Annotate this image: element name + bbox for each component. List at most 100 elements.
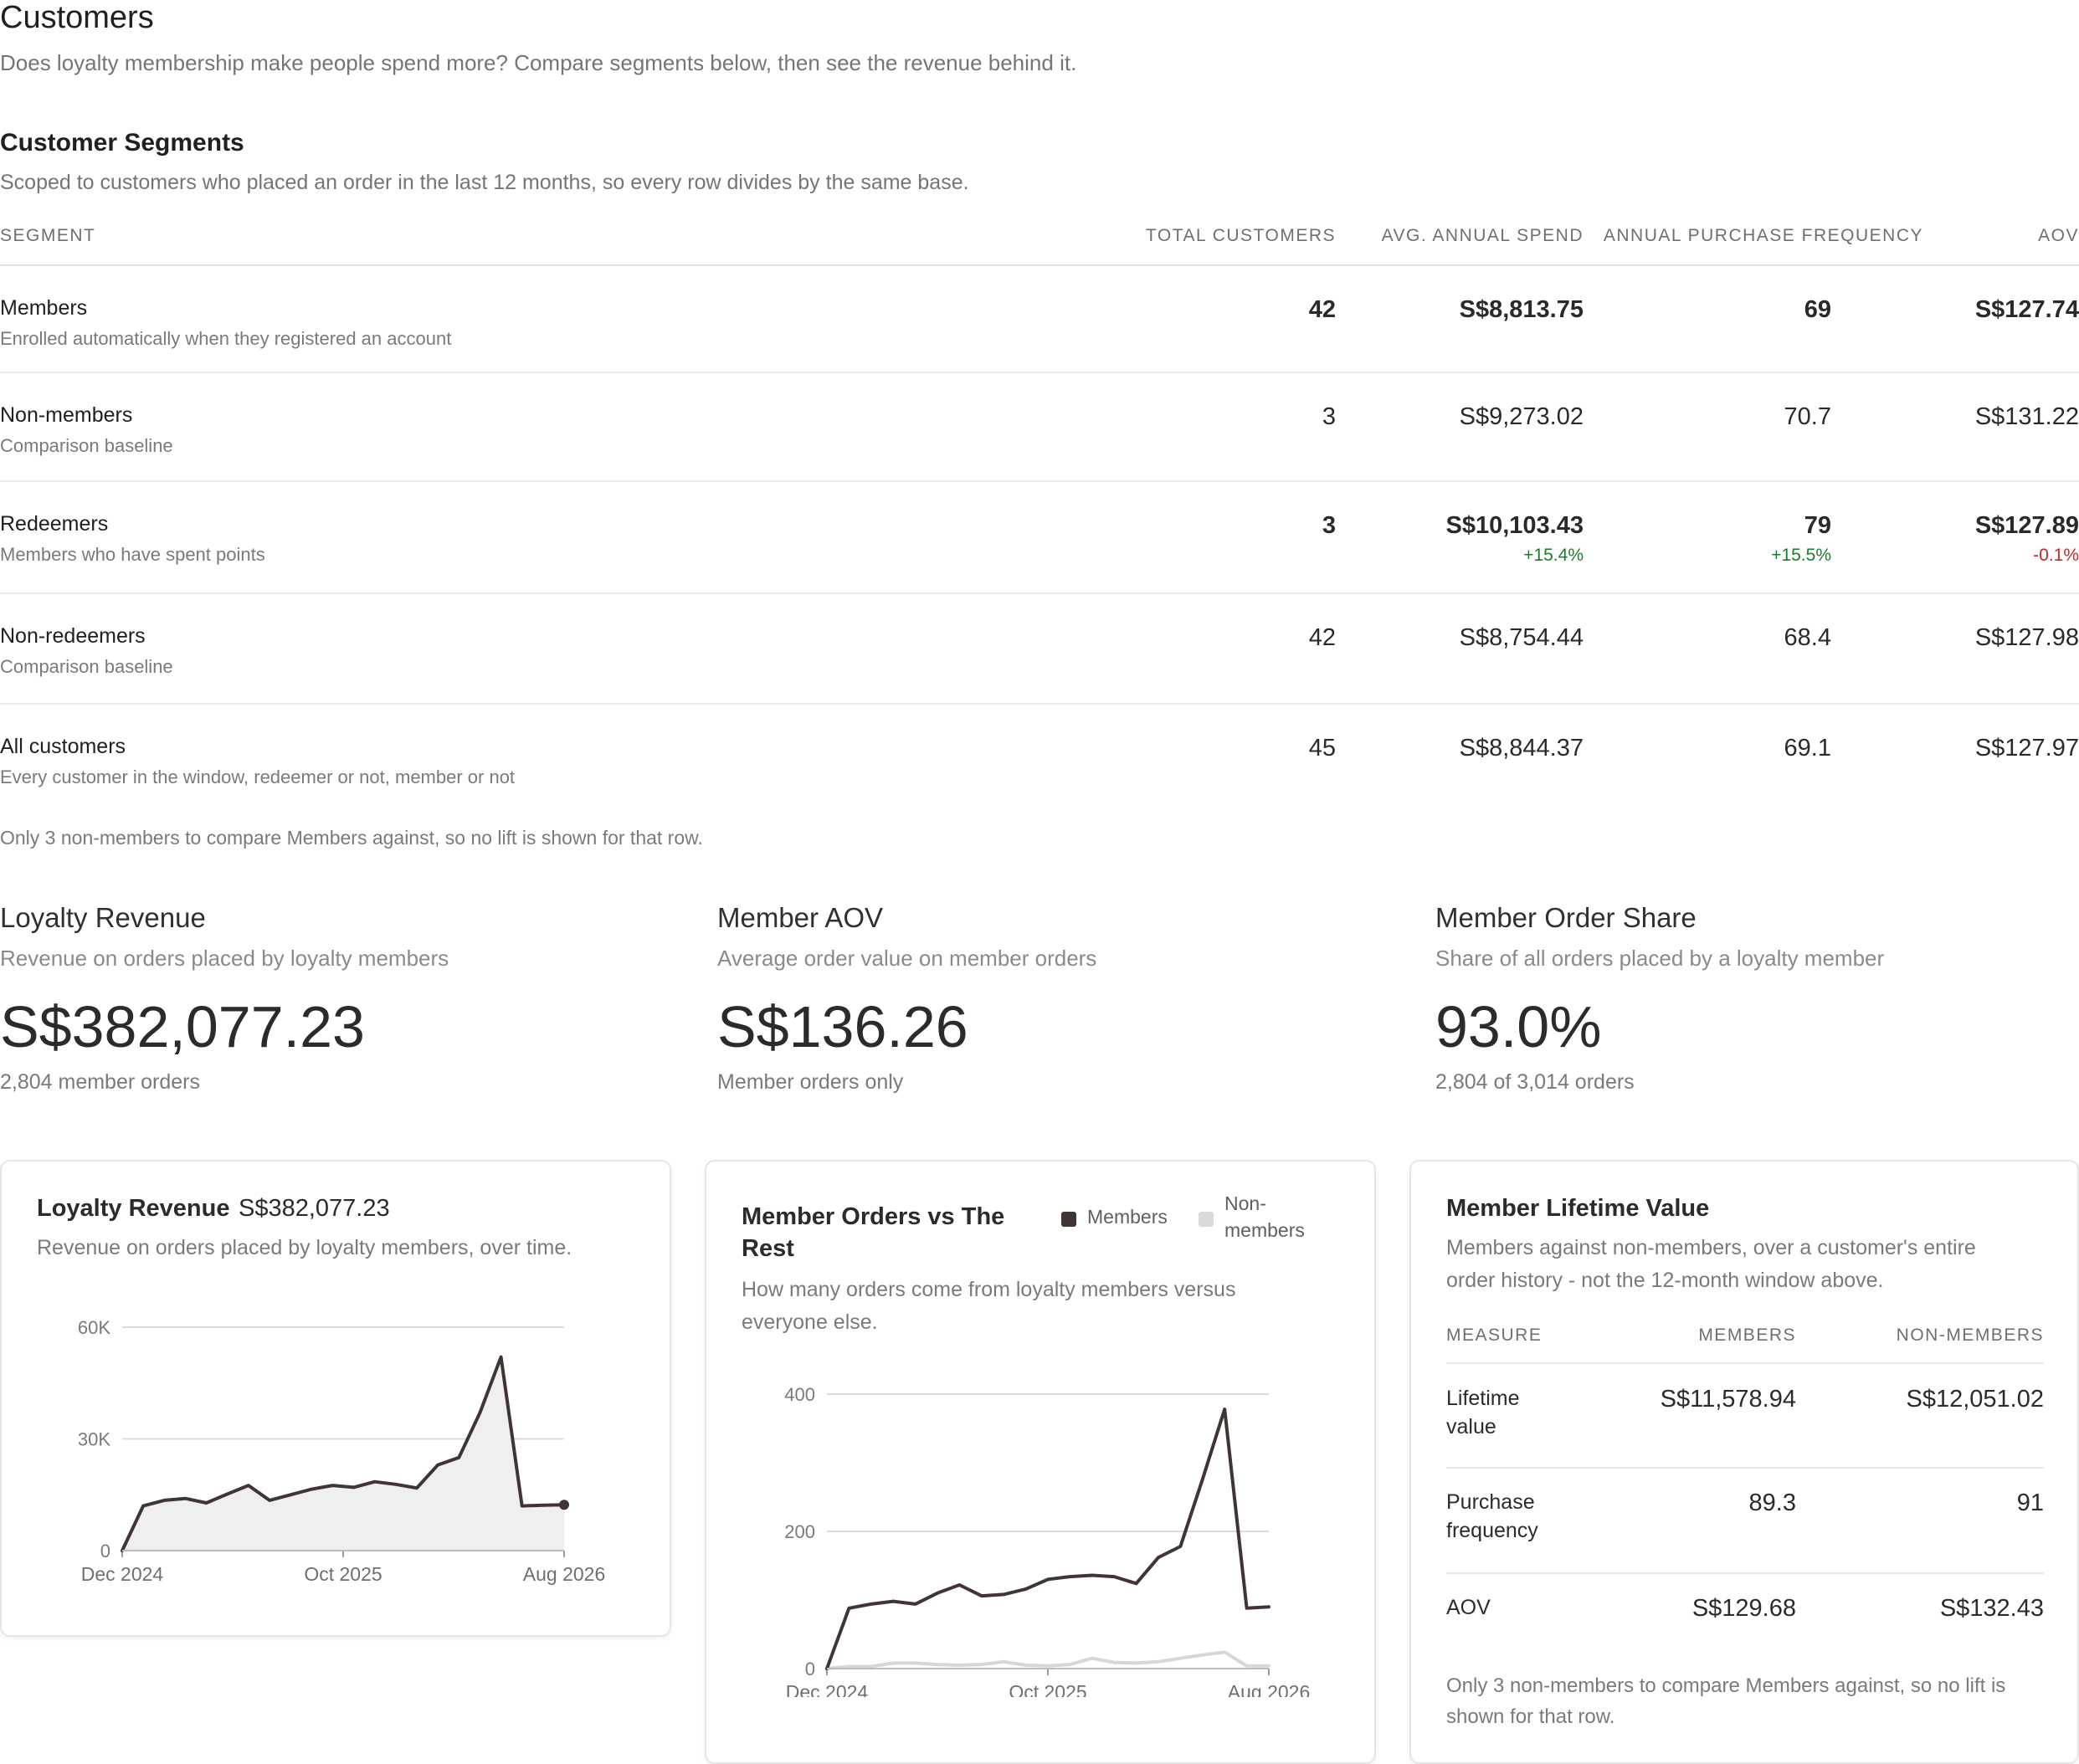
ltv-row-label-line2: frequency (1446, 1519, 1538, 1542)
card-title: Loyalty Revenue (37, 1195, 230, 1222)
column-header-total-customers[interactable]: TOTAL CUSTOMERS (1145, 226, 1336, 245)
ltv-row-divider (1446, 1572, 2044, 1574)
kpi-title: Loyalty Revenue (0, 902, 206, 933)
ltv-note-line1: Only 3 non-members to compare Members ag… (1446, 1674, 2006, 1697)
ltv-row-label-line1: Lifetime (1446, 1387, 1520, 1410)
segment-total-customers: 3 (1322, 512, 1336, 539)
segment-row-all-customers: All customers Every customer in the wind… (0, 705, 2079, 813)
kpi-title: Member Order Share (1435, 902, 1697, 933)
member-orders-card: Member Orders vs The Rest Members Non- m… (705, 1160, 1376, 1764)
kpi-value: S$136.26 (717, 994, 968, 1059)
segment-total-customers: 42 (1308, 296, 1336, 323)
segment-row-members: Members Enrolled automatically when they… (0, 266, 2079, 373)
segment-purchase-frequency: 68.4 (1784, 624, 1831, 651)
y-tick-label: 200 (784, 1521, 815, 1542)
frequency-lift-badge: +15.5% (1771, 546, 1831, 565)
segment-row-non-members: Non-members Comparison baseline 3 S$9,27… (0, 373, 2079, 482)
card-subtitle-line2: order history - not the 12-month window … (1446, 1269, 1884, 1292)
kpi-value: S$382,077.23 (0, 994, 365, 1059)
segment-row-redeemers: Redeemers Members who have spent points … (0, 482, 2079, 594)
kpi-subtitle: Share of all orders placed by a loyalty … (1435, 946, 1885, 971)
segment-purchase-frequency: 69.1 (1784, 735, 1831, 761)
card-title-line1: Member Orders vs The (742, 1203, 1005, 1230)
segment-description: Members who have spent points (0, 544, 265, 565)
kpi-footnote: 2,804 of 3,014 orders (1435, 1070, 1635, 1094)
segment-aov: S$127.74 (1974, 296, 2079, 323)
card-title-line2: Rest (742, 1235, 794, 1262)
y-tick-label: 30K (78, 1429, 110, 1450)
ltv-non-members-value: S$12,051.02 (1906, 1386, 2044, 1413)
ltv-non-members-value: 91 (2016, 1490, 2044, 1516)
card-headline-value: S$382,077.23 (239, 1195, 390, 1222)
aov-lift-badge: -0.1% (2033, 546, 2079, 565)
segment-name: All customers (0, 735, 126, 758)
segment-avg-annual-spend: S$9,273.02 (1459, 403, 1584, 430)
member-lifetime-value-card: Member Lifetime Value Members against no… (1409, 1160, 2079, 1764)
ltv-row-label-line1: Purchase (1446, 1490, 1535, 1514)
segment-avg-annual-spend: S$8,813.75 (1459, 296, 1584, 323)
legend-non-members-label-line2[interactable]: members (1224, 1219, 1305, 1241)
column-header-annual-purchase-frequency[interactable]: ANNUAL PURCHASE FREQUENCY (1603, 226, 1923, 245)
ltv-members-value: S$129.68 (1691, 1595, 1796, 1622)
ltv-column-measure: MEASURE (1446, 1326, 1543, 1345)
ltv-note-line2: shown for that row. (1446, 1705, 1615, 1728)
ltv-column-members: MEMBERS (1698, 1326, 1796, 1345)
segments-table-header: SEGMENT TOTAL CUSTOMERS AVG. ANNUAL SPEN… (0, 216, 2079, 266)
segments-table: SEGMENT TOTAL CUSTOMERS AVG. ANNUAL SPEN… (0, 216, 2079, 813)
segment-total-customers: 3 (1322, 403, 1336, 430)
ltv-row-label-line2: value (1446, 1415, 1496, 1438)
kpi-value: 93.0% (1435, 994, 1602, 1059)
kpi-loyalty-revenue: Loyalty Revenue Revenue on orders placed… (0, 902, 686, 1095)
legend-members-label[interactable]: Members (1087, 1206, 1168, 1228)
x-tick-label: Aug 2026 (1228, 1681, 1310, 1697)
segment-name: Non-redeemers (0, 624, 146, 648)
segment-total-customers: 45 (1308, 735, 1336, 761)
revenue-series-line (121, 1355, 566, 1552)
segment-avg-annual-spend: S$8,754.44 (1459, 624, 1584, 651)
series-area-fill (122, 1356, 564, 1551)
x-tick-label: Aug 2026 (523, 1563, 605, 1585)
x-tick-label: Dec 2024 (81, 1563, 164, 1585)
ltv-header-divider (1446, 1362, 2044, 1364)
non-members-series-line (825, 1650, 1270, 1670)
segment-purchase-frequency: 69 (1804, 296, 1831, 323)
ltv-row-label-line1: AOV (1446, 1596, 1491, 1619)
segments-title: Customer Segments (0, 129, 244, 156)
segment-row-non-redeemers: Non-redeemers Comparison baseline 42 S$8… (0, 594, 2079, 705)
card-subtitle-line1: Members against non-members, over a cust… (1446, 1236, 1976, 1259)
column-header-avg-annual-spend[interactable]: AVG. ANNUAL SPEND (1381, 226, 1584, 245)
segment-avg-annual-spend: S$8,844.37 (1459, 735, 1584, 761)
loyalty-revenue-chart: 0 30K 60K Dec 2024 Oct 2025 Aug 2026 (78, 1317, 605, 1585)
card-subtitle: Revenue on orders placed by loyalty memb… (37, 1236, 572, 1259)
ltv-column-non-members: NON-MEMBERS (1896, 1326, 2044, 1345)
x-tick-label: Dec 2024 (786, 1681, 869, 1697)
column-header-aov[interactable]: AOV (2038, 226, 2079, 245)
segment-aov: S$127.97 (1974, 735, 2079, 761)
kpi-footnote: 2,804 member orders (0, 1070, 201, 1094)
segment-aov: S$127.89 (1974, 512, 2079, 539)
legend-members-swatch (1061, 1212, 1076, 1227)
spend-lift-badge: +15.4% (1523, 546, 1584, 565)
card-subtitle-line1: How many orders come from loyalty member… (742, 1278, 1236, 1301)
page-subtitle: Does loyalty membership make people spen… (0, 50, 1077, 75)
segments-subtitle: Scoped to customers who placed an order … (0, 171, 969, 194)
x-tick-label: Oct 2025 (1009, 1681, 1086, 1697)
legend-non-members-swatch (1199, 1212, 1214, 1227)
y-tick-label: 60K (78, 1317, 110, 1338)
kpi-subtitle: Average order value on member orders (717, 946, 1097, 971)
y-tick-label: 0 (805, 1659, 815, 1679)
member-orders-chart: 0 200 400 Dec 2024 Oct 2025 Aug 2026 (784, 1384, 1310, 1697)
segments-note: Only 3 non-members to compare Members ag… (0, 827, 703, 849)
legend-non-members-label-line1[interactable]: Non- (1224, 1192, 1266, 1214)
latest-point-marker (559, 1500, 569, 1510)
segment-avg-annual-spend: S$10,103.43 (1445, 512, 1584, 539)
y-tick-label: 400 (784, 1384, 815, 1405)
ltv-members-value: S$11,578.94 (1660, 1386, 1796, 1413)
segment-description: Comparison baseline (0, 656, 173, 677)
column-header-segment[interactable]: SEGMENT (0, 226, 96, 245)
kpi-member-order-share: Member Order Share Share of all orders p… (1435, 902, 2071, 1095)
segment-total-customers: 42 (1308, 624, 1336, 651)
kpi-footnote: Member orders only (717, 1070, 904, 1094)
segment-description: Every customer in the window, redeemer o… (0, 767, 516, 787)
ltv-row-divider (1446, 1467, 2044, 1469)
